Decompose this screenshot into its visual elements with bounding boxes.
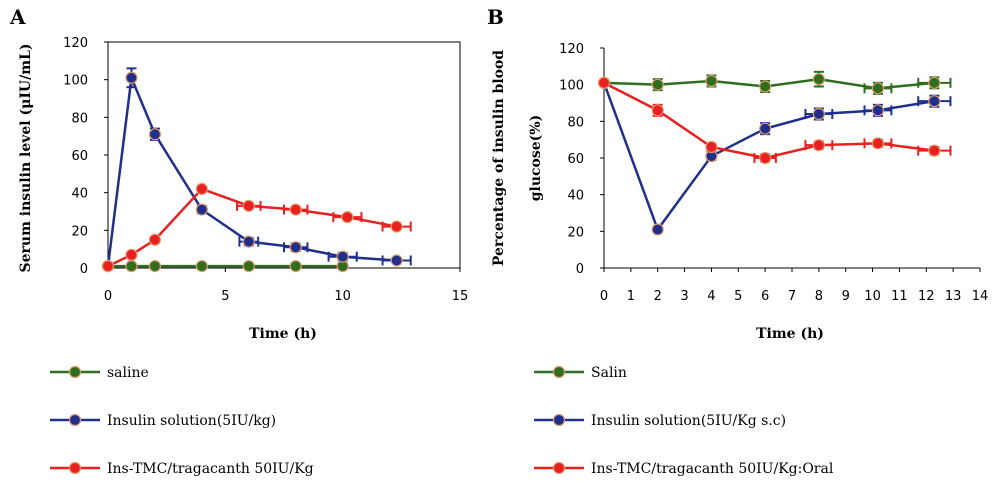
legend-layer: saline Insulin solution(5IU/kg) Ins-TMC/tr… [50, 365, 834, 477]
panel-a-series-2-point [390, 254, 403, 267]
panel-a-letter: A [9, 5, 26, 29]
panel-a-legend-marker [68, 413, 82, 427]
panel-b-xtick-label: 4 [707, 289, 715, 304]
panel-b-ytick-label: 100 [559, 79, 584, 94]
panel-a-xtick-label: 0 [104, 289, 112, 304]
panel-b-series-3-point [871, 137, 885, 150]
panel-a-legend-label: saline [107, 365, 149, 381]
panel-b-series-3-point [597, 76, 611, 89]
panel-b-ylabel-line2: glucose(%) [528, 115, 544, 202]
panel-b-series-3-point [928, 144, 941, 157]
panel-a-series-2-point [148, 128, 162, 141]
panel-a-legend-marker [68, 365, 82, 379]
panel-b-ytick-label: 20 [567, 225, 584, 240]
panel-a-series-3-line [107, 187, 397, 268]
panel-b-series-3-point [812, 139, 825, 152]
panel-a-ytick-label: 80 [71, 111, 88, 126]
panel-b-xtick-label: 9 [842, 289, 850, 304]
panel-a-series-3-point [101, 260, 115, 273]
panel-a-ytick-label: 120 [63, 36, 88, 51]
panel-b-series-1-point [759, 80, 772, 93]
panel-b-xtick-label: 13 [945, 289, 962, 304]
panel-a-series-3-point [125, 248, 138, 261]
panel-b-ytick-label: 60 [567, 152, 584, 167]
panel-b-series-1-point [651, 78, 664, 91]
panel-b-series-3-point [705, 140, 718, 154]
panel-a-series-1-point [125, 260, 138, 273]
panel-b-legend-label: Salin [591, 365, 627, 381]
panel-a-ytick-label: 0 [80, 262, 88, 277]
panel-b-xtick-label: 7 [788, 289, 796, 304]
panel-a-series-2-point [336, 250, 349, 263]
panel-b-xtick-label: 8 [815, 289, 823, 304]
panel-a-xtick-label: 5 [221, 289, 229, 304]
panel-b-series-3-point [651, 104, 664, 117]
panel-a-ytick-label: 100 [63, 74, 88, 89]
panel-b-series-1-point [705, 74, 718, 88]
panel-b-ytick-label: 80 [567, 115, 584, 130]
panel-b-series-2-point [871, 104, 885, 117]
panel-b-xtick-label: 10 [864, 289, 881, 304]
panel-b-legend-label: Ins-TMC/tragacanth 50IU/Kg:Oral [591, 461, 834, 477]
panel-b-series-2-point [651, 223, 664, 236]
panel-b-xtick-label: 14 [972, 289, 989, 304]
panel-a-series-3-point [341, 211, 354, 224]
panel-a-xtick-label: 15 [452, 289, 469, 304]
panel-b-xtick-label: 12 [918, 289, 935, 304]
panel-a-legend-label: Insulin solution(5IU/kg) [107, 413, 276, 429]
panel-b-series-1-point [871, 82, 885, 95]
panel-a-series-3-point [148, 233, 162, 246]
panel-b-ytick-label: 40 [567, 189, 584, 204]
panel-a-series-3-point [390, 220, 403, 233]
panel-b-series-2-point [812, 107, 825, 121]
panel-a-series-1-point [148, 260, 162, 273]
panel-b-xtick-label: 3 [680, 289, 688, 304]
panel-a-xtick-label: 10 [334, 289, 351, 304]
panel-a-series-2-point [242, 235, 255, 248]
panel-a-series-2-point [195, 203, 208, 216]
panel-b-series-1-point [928, 76, 941, 89]
panel-b-legend-marker [552, 413, 566, 427]
panel-b-xtick-label: 5 [734, 289, 742, 304]
panel-b-legend-marker [552, 461, 566, 475]
panel-b-series-2-point [928, 95, 941, 108]
panel-a-ytick-label: 20 [71, 224, 88, 239]
panel-b-letter: B [487, 5, 504, 29]
panel-b-legend-label: Insulin solution(5IU/Kg s.c) [591, 413, 786, 429]
panel-b-xtick-label: 11 [891, 289, 908, 304]
panel-b-xtick-label: 6 [761, 289, 769, 304]
panel-b-series-2-point [759, 122, 772, 135]
panel-a-series-2-point [289, 241, 302, 254]
panel-b-xtick-label: 0 [600, 289, 608, 304]
panel-b-ylabel-line1: Percentage of insulin blood [491, 50, 507, 266]
panel-a-legend-marker [68, 461, 82, 475]
panel-a-series-1-point [289, 260, 302, 273]
panel-a-ytick-label: 40 [71, 187, 88, 202]
panel-a-ylabel: Serum insulin level (μIU/mL) [18, 44, 34, 273]
panel-b-series-3-line [603, 81, 935, 160]
panel-a-series-1-point [195, 260, 208, 273]
panel-b-legend-marker [552, 365, 566, 379]
panel-b-xlabel: Time (h) [756, 326, 824, 342]
panel-a-series-3-point [195, 182, 208, 195]
panel-b-xtick-label: 1 [627, 289, 635, 304]
panel-b-series-3-point [759, 151, 772, 165]
panel-a-legend-label: Ins-TMC/tragacanth 50IU/Kg [107, 461, 314, 477]
panel-a-xlabel: Time (h) [249, 326, 317, 342]
panel-a-series-2-point [125, 71, 138, 84]
panel-b-xtick-label: 2 [654, 289, 662, 304]
panel-a-series-3-point [289, 203, 302, 216]
panel-a-series-1-point [242, 260, 255, 273]
panel-b-ytick-label: 0 [576, 262, 584, 277]
panel-a-ytick-label: 60 [71, 149, 88, 164]
panel-b-series-1-point [812, 73, 825, 86]
panel-a-series-3-point [242, 199, 255, 212]
panel-b-ytick-label: 120 [559, 42, 584, 57]
